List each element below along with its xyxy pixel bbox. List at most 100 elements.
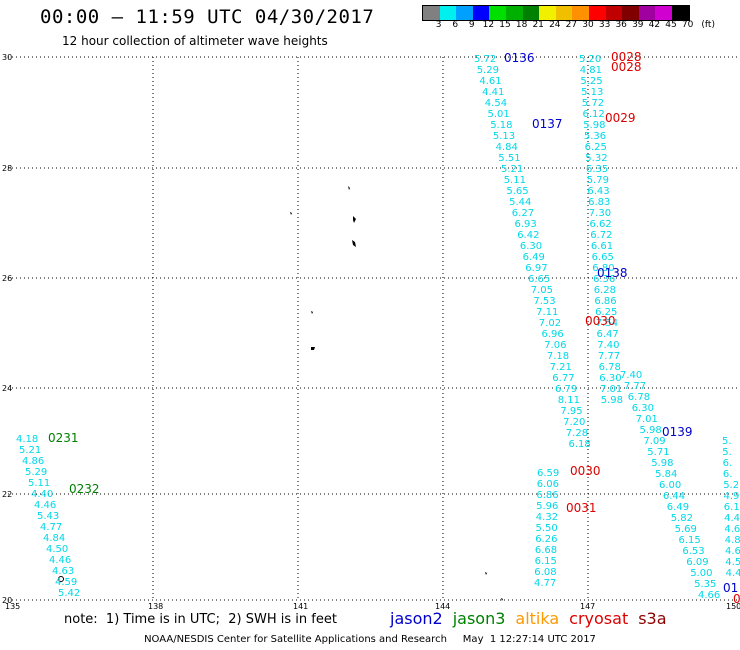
pass-label: 0031 xyxy=(566,501,597,515)
swh-value: 4.81 xyxy=(580,65,602,76)
swh-value: 6.79 xyxy=(555,384,577,395)
swh-value: 5.21 xyxy=(19,445,41,456)
swh-value: 6.30 xyxy=(599,373,621,384)
swh-value: 7.77 xyxy=(624,381,646,392)
islands xyxy=(58,186,503,601)
swh-value: 6.14 xyxy=(724,502,740,513)
satellite-legend: jason2 jason3 altika cryosat s3a xyxy=(390,609,677,628)
swh-value: 5.13 xyxy=(581,87,603,98)
colorbar-label: 27 xyxy=(565,20,578,30)
swh-value: 5.51 xyxy=(498,153,520,164)
colorbar-swatch xyxy=(555,6,573,20)
lat-label: 22 xyxy=(2,490,12,499)
swh-value: 7.01 xyxy=(636,414,658,425)
swh-value: 6.59 xyxy=(537,468,559,479)
swh-value: 5.72 xyxy=(474,54,496,65)
legend-jason3: jason3 xyxy=(452,609,506,628)
swh-value: 4.50 xyxy=(46,544,68,555)
swh-value: 6.80 xyxy=(592,263,614,274)
colorbar-label: 39 xyxy=(632,20,644,30)
colorbar-swatch xyxy=(472,6,490,20)
pass-label: 0 xyxy=(733,592,740,606)
swh-value: 6.86 xyxy=(536,490,558,501)
colorbar-label: 18 xyxy=(515,20,528,30)
swh-value: 6.49 xyxy=(523,252,545,263)
colorbar-swatch xyxy=(489,6,506,20)
swh-value: 6.08 xyxy=(534,567,556,578)
colorbar-swatch xyxy=(522,6,540,20)
lon-label: 147 xyxy=(580,602,595,610)
colorbar-swatch xyxy=(505,6,523,20)
swh-value: 6.61 xyxy=(591,241,613,252)
lon-label: 135 xyxy=(5,602,20,610)
swh-value: 8.11 xyxy=(558,395,580,406)
swh-value: 7.53 xyxy=(533,296,555,307)
lat-label: 26 xyxy=(2,274,12,283)
colorbar-swatch xyxy=(423,6,440,20)
colorbar-label: 36 xyxy=(615,20,627,30)
swh-value: 6.15 xyxy=(535,556,557,567)
colorbar-swatch xyxy=(539,6,556,20)
lon-label: 144 xyxy=(435,602,450,610)
swh-value: 6.77 xyxy=(552,373,574,384)
pass-label: 0028 xyxy=(611,60,642,74)
track-t1: 5.725.294.614.414.545.015.185.134.845.51… xyxy=(474,54,591,450)
swh-value: 5.50 xyxy=(536,523,558,534)
swh-value: 5.98 xyxy=(583,120,605,131)
swh-value: 5.29 xyxy=(25,467,47,478)
island-shape xyxy=(501,598,503,601)
colorbar-swatch xyxy=(655,6,672,20)
legend-cryosat: cryosat xyxy=(569,609,629,628)
colorbar-label: 45 xyxy=(665,20,677,30)
island-shape xyxy=(353,216,356,223)
swh-value: 7.11 xyxy=(536,307,558,318)
swh-value: 5.69 xyxy=(675,524,697,535)
swh-value: 4.54 xyxy=(485,98,507,109)
swh-value: 7.05 xyxy=(531,285,553,296)
colorbar-label: 9 xyxy=(468,20,475,30)
swh-value: 5.84 xyxy=(655,469,677,480)
pass-label: 01 xyxy=(723,581,738,595)
swh-value: 4.63 xyxy=(52,566,74,577)
swh-value: 6.65 xyxy=(528,274,550,285)
island-shape xyxy=(290,212,292,215)
island-shape xyxy=(485,572,487,575)
swh-value: 6.53 xyxy=(682,546,704,557)
swh-value: 6.26 xyxy=(535,534,557,545)
swh-value: 6.78 xyxy=(628,392,650,403)
swh-value: 7.20 xyxy=(563,417,585,428)
swh-value: 5.29 xyxy=(477,65,499,76)
credit-line: NOAA/NESDIS Center for Satellite Applica… xyxy=(144,634,596,645)
legend-altika: altika xyxy=(515,609,560,628)
swh-value: 6.47 xyxy=(597,329,619,340)
swh-value: 5.01 xyxy=(488,109,510,120)
swh-value: 5.65 xyxy=(506,186,528,197)
island-shape xyxy=(311,347,315,350)
lat-label: 30 xyxy=(2,53,12,62)
colorbar-label: 12 xyxy=(482,20,495,30)
swh-value: 6.97 xyxy=(525,263,547,274)
colorbar-label: 70 xyxy=(681,20,694,30)
swh-value: 6.25 xyxy=(585,142,607,153)
pass-label: 0030 xyxy=(570,464,601,478)
track-t2: 5.204.815.255.135.726.125.985.366.255.32… xyxy=(579,54,623,406)
swh-value: 6. xyxy=(723,458,733,469)
swh-value: 5.00 xyxy=(690,568,712,579)
pass-label: 0139 xyxy=(662,425,693,439)
swh-value: 5.98 xyxy=(640,425,662,436)
swh-value: 6.35 xyxy=(586,164,608,175)
swh-value: 5.98 xyxy=(651,458,673,469)
swh-value: 6.68 xyxy=(535,545,557,556)
swh-value: 5.35 xyxy=(694,579,716,590)
lon-label: 150 xyxy=(726,602,740,610)
swh-value: 7.02 xyxy=(539,318,561,329)
swh-value: 7.06 xyxy=(544,340,566,351)
swh-value: 4.86 xyxy=(22,456,44,467)
swh-value: 6.25 xyxy=(595,307,617,318)
swh-value: 5. xyxy=(722,447,732,458)
track-t6: 5.5.6.6.5.24.906.144.484.664.844.674.594… xyxy=(722,436,740,579)
swh-value: 5.71 xyxy=(647,447,669,458)
pass-label: 0030 xyxy=(585,314,616,328)
